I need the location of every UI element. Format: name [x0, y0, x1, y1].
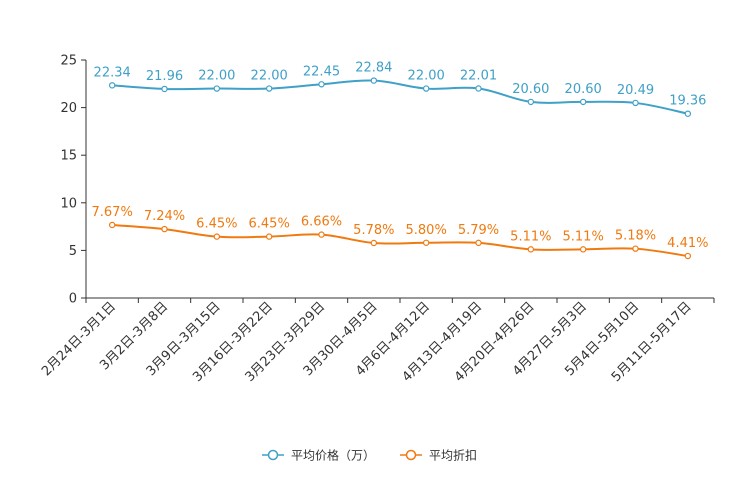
data-label: 5.78% [353, 223, 394, 238]
data-label: 22.84 [355, 61, 392, 76]
data-point[interactable] [213, 233, 221, 240]
axes: 05101520252月24日-3月1日3月2日-3月8日3月9日-3月15日3… [39, 54, 715, 385]
data-label: 22.01 [460, 68, 497, 83]
data-label: 7.67% [92, 205, 133, 220]
data-point[interactable] [370, 239, 378, 247]
data-point[interactable] [684, 110, 692, 117]
legend-item-avg-discount[interactable]: 平均折扣 [400, 448, 477, 463]
data-point[interactable] [318, 231, 325, 238]
data-point[interactable] [108, 82, 116, 89]
data-point[interactable] [475, 239, 482, 247]
data-point[interactable] [265, 85, 273, 92]
data-label: 22.34 [94, 65, 131, 80]
legend-label: 平均价格（万） [291, 448, 375, 463]
data-label: 21.96 [146, 69, 183, 84]
series-layer: 22.34 21.96 22.00 22.00 22.45 22.84 22.00 22.01… [92, 61, 708, 260]
data-label: 22.00 [408, 69, 445, 84]
data-point[interactable] [422, 239, 430, 246]
data-label: 19.36 [669, 94, 706, 109]
series-line [112, 223, 688, 258]
legend-label: 平均折扣 [429, 448, 477, 463]
legend-marker-icon [267, 449, 279, 461]
data-point[interactable] [632, 245, 639, 252]
legend[interactable]: 平均价格（万） 平均折扣 [262, 448, 477, 463]
data-point[interactable] [265, 233, 273, 240]
y-tick-label: 20 [60, 101, 77, 116]
data-point[interactable] [632, 99, 639, 107]
y-tick-label: 10 [60, 196, 77, 211]
series-avg-discount: 7.67% 7.24% 6.45% 6.45% 6.66% 5.78% 5.80% 5.79%… [92, 205, 708, 260]
data-label: 5.11% [563, 229, 604, 244]
data-point[interactable] [213, 85, 221, 92]
data-label: 6.45% [196, 217, 237, 232]
data-label: 5.79% [458, 223, 499, 238]
data-point[interactable] [422, 85, 430, 92]
y-tick-label: 15 [60, 149, 77, 164]
y-tick-label: 0 [69, 292, 77, 307]
data-point[interactable] [370, 77, 378, 84]
data-point[interactable] [161, 85, 168, 93]
data-label: 22.00 [251, 69, 288, 84]
data-label: 6.66% [301, 215, 342, 230]
data-label: 22.45 [303, 64, 340, 79]
data-label: 5.80% [406, 223, 447, 238]
data-point[interactable] [527, 98, 535, 106]
data-point[interactable] [527, 246, 535, 253]
series-line [112, 79, 689, 115]
y-tick-label: 25 [60, 54, 77, 69]
series-avg-price: 22.34 21.96 22.00 22.00 22.45 22.84 22.00 22.01… [94, 61, 706, 117]
data-label: 4.41% [667, 236, 708, 251]
data-point[interactable] [108, 221, 116, 229]
data-point[interactable] [579, 98, 587, 106]
data-label: 5.11% [510, 229, 551, 244]
data-label: 6.45% [249, 217, 290, 232]
data-label: 22.00 [198, 69, 235, 84]
data-label: 5.18% [615, 229, 656, 244]
legend-marker-icon [405, 449, 417, 461]
data-point[interactable] [475, 85, 482, 92]
data-label: 20.60 [565, 82, 602, 97]
data-point[interactable] [684, 252, 692, 260]
data-point[interactable] [161, 225, 168, 233]
data-point[interactable] [579, 246, 587, 253]
data-label: 20.60 [512, 82, 549, 97]
y-tick-label: 5 [69, 244, 77, 259]
data-point[interactable] [318, 81, 325, 88]
legend-item-avg-price[interactable]: 平均价格（万） [262, 448, 375, 463]
data-label: 20.49 [617, 83, 654, 98]
data-label: 7.24% [144, 209, 185, 224]
